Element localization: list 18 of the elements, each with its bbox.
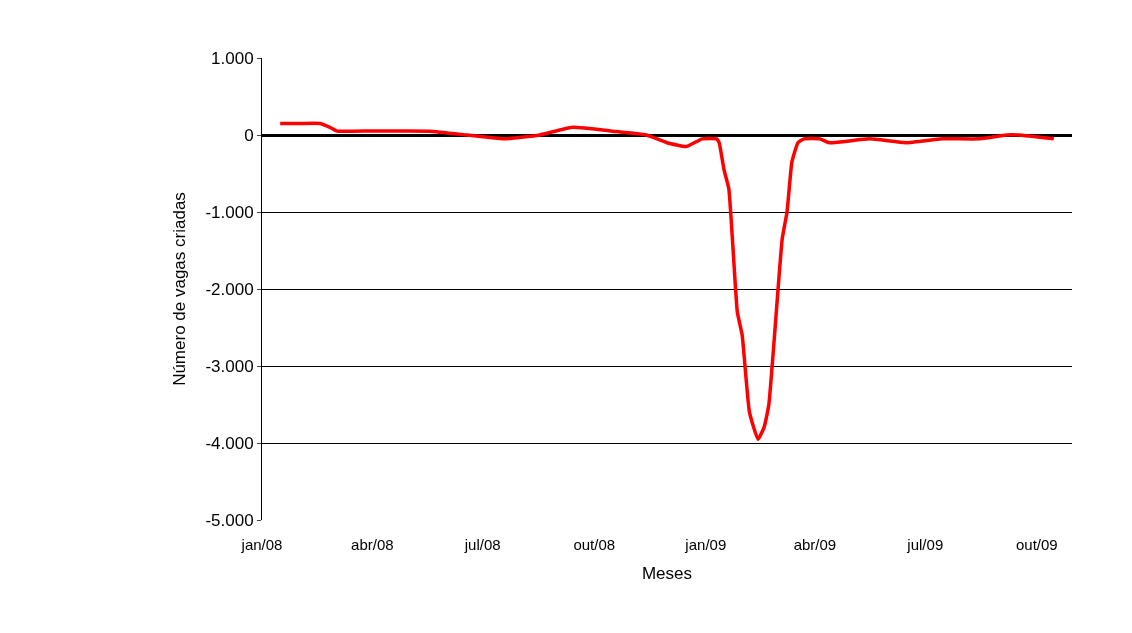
- y-tick-label: -1.000: [205, 202, 254, 222]
- x-tick-label: out/08: [573, 536, 616, 553]
- y-tick-label: -3.000: [205, 356, 254, 376]
- y-tick-label: -4.000: [205, 433, 254, 453]
- y-tick-label: 1.000: [211, 48, 254, 68]
- x-tick-label: jul/09: [906, 536, 944, 553]
- x-tick-label: jul/08: [463, 536, 501, 553]
- y-tick-label: 0: [244, 125, 254, 145]
- x-tick-label: jan/08: [240, 536, 283, 553]
- x-tick-label: abr/08: [351, 536, 394, 553]
- line-series: [278, 121, 1056, 441]
- y-tick-label: -2.000: [205, 279, 254, 299]
- x-axis-title: Meses: [641, 564, 693, 584]
- y-tick-label: -5.000: [205, 510, 254, 530]
- x-tick-label: jan/09: [684, 536, 727, 553]
- y-axis-title: Número de vagas criadas: [169, 192, 189, 386]
- x-tick-label: abr/09: [793, 536, 837, 553]
- x-tick-label: out/09: [1015, 536, 1058, 553]
